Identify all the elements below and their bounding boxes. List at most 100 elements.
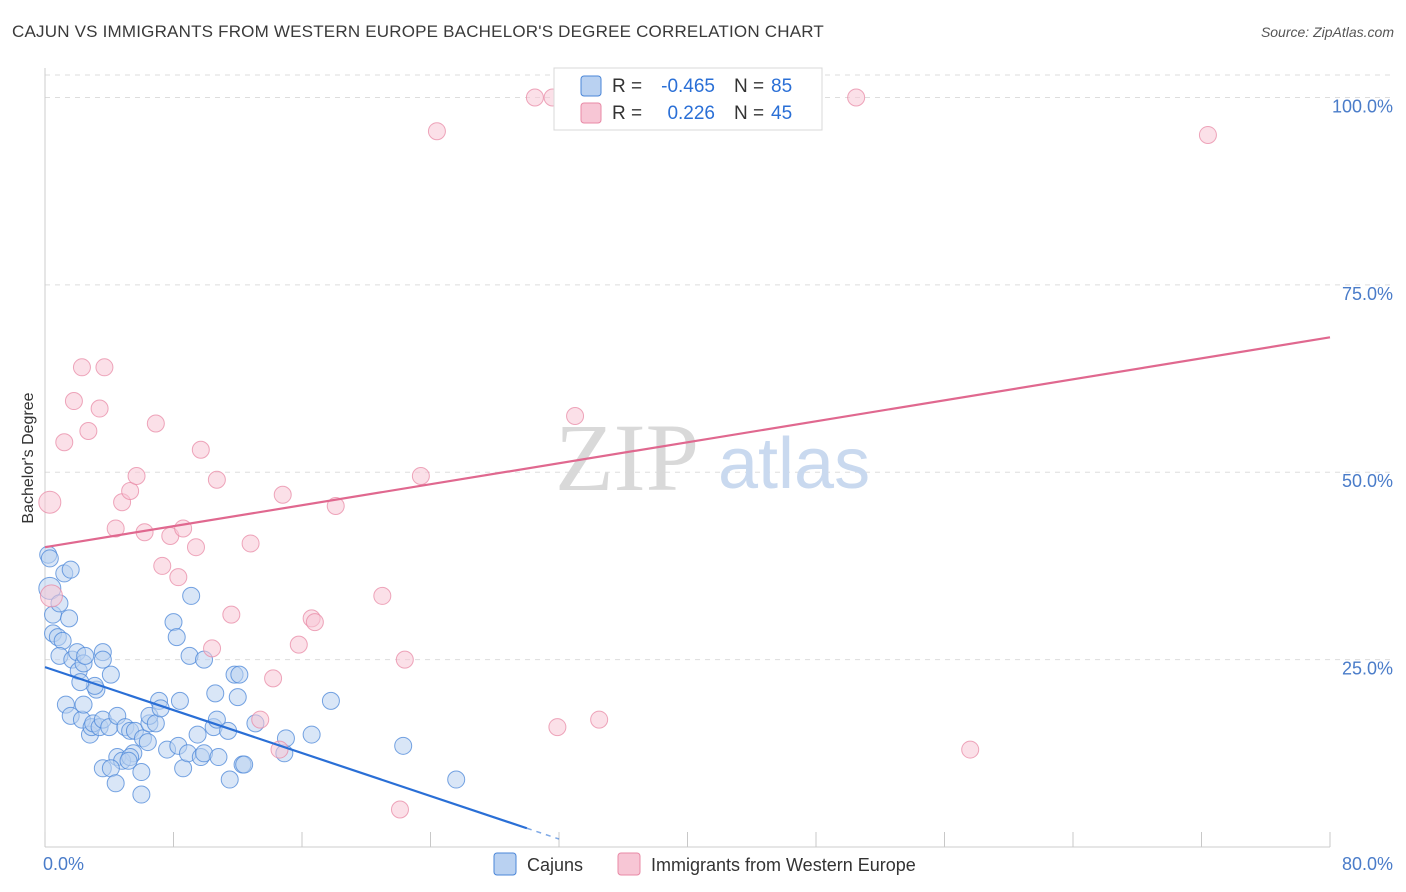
trend-line-cajuns-extension [526,827,560,840]
immigrant-point-35 [411,466,430,485]
cajun-point-64 [182,586,201,605]
stats-swatch-cajuns [580,75,602,97]
trend-lines [44,336,1331,840]
legend-label-cajuns: Cajuns [527,855,583,875]
y-tick-label-50: 50.0% [1342,471,1393,491]
trend-line-immigrants [44,336,1331,549]
chart-title: CAJUN VS IMMIGRANTS FROM WESTERN EUROPE … [12,22,824,41]
immigrant-point-25 [264,669,283,688]
legend-label-immigrants: Immigrants from Western Europe [651,855,916,875]
watermark-atlas: atlas [718,424,870,504]
stats-n-value-immigrants: 45 [771,103,792,124]
immigrant-point-32 [373,586,392,605]
immigrant-point-31 [326,496,345,515]
cajun-point-75 [235,755,254,774]
cajun-point-70 [220,770,239,789]
y-tick-label-75: 75.0% [1342,284,1393,304]
cajun-point-10 [60,609,79,628]
immigrant-point-33 [390,800,409,819]
y-axis-label: Bachelor's Degree [20,392,37,523]
immigrant-point-40 [566,407,585,426]
legend: Cajuns Immigrants from Western Europe [493,852,916,876]
cajun-point-66 [206,684,225,703]
axes [44,68,1331,848]
cajuns-points [38,545,466,804]
cajun-point-7 [61,560,80,579]
cajun-point-60 [164,613,183,632]
immigrant-point-26 [273,485,292,504]
immigrant-point-36 [427,122,446,141]
cajun-point-46 [138,733,157,752]
cajun-point-41 [106,774,125,793]
cajun-point-55 [174,759,193,778]
immigrant-point-44 [1198,125,1217,144]
cajun-point-83 [93,650,112,669]
cajun-point-57 [188,725,207,744]
immigrant-point-30 [305,613,324,632]
immigrant-point-0 [38,490,62,514]
cajun-point-61 [167,628,186,647]
cajun-point-49 [146,714,165,733]
immigrant-point-16 [169,568,188,587]
cajun-point-21 [74,695,93,714]
stats-r-value-cajuns: -0.465 [661,76,715,97]
immigrant-point-34 [395,650,414,669]
cajun-point-38 [119,751,138,770]
stats-r-label-immigrants: R = [612,103,642,124]
legend-swatch-cajuns [493,852,517,876]
stats-r-label-cajuns: R = [612,76,642,97]
cajun-point-54 [170,691,189,710]
cajun-point-9 [53,631,72,650]
immigrant-point-18 [186,538,205,557]
cajun-point-79 [302,725,321,744]
immigrant-point-8 [106,519,125,538]
cajun-point-40 [101,759,120,778]
immigrant-point-14 [153,556,172,575]
immigrant-point-24 [251,710,270,729]
cajun-point-80 [321,691,340,710]
immigrant-point-11 [127,466,146,485]
immigrant-point-21 [207,470,226,489]
immigrant-point-19 [191,440,210,459]
immigrant-point-27 [270,740,289,759]
cajun-point-68 [209,748,228,767]
y-tick-labels: 25.0% 50.0% 75.0% 100.0% [1332,96,1393,678]
immigrant-point-17 [174,519,193,538]
immigrant-point-3 [64,392,83,411]
y-tick-label-25: 25.0% [1342,659,1393,679]
x-tick-label-min: 0.0% [43,854,84,874]
cajun-point-81 [394,736,413,755]
immigrant-point-28 [289,635,308,654]
immigrant-point-37 [525,88,544,107]
immigrant-point-43 [961,740,980,759]
stats-n-label-immigrants: N = [734,103,764,124]
cajun-point-73 [230,665,249,684]
stats-n-value-cajuns: 85 [771,76,792,97]
stats-r-value-immigrants: 0.226 [667,103,715,124]
immigrant-point-23 [241,534,260,553]
source-credit: Source: ZipAtlas.com [1260,24,1394,40]
cajun-point-82 [447,770,466,789]
cajun-point-42 [132,763,151,782]
x-tick-label-max: 80.0% [1342,854,1393,874]
cajun-point-16 [76,646,95,665]
immigrant-point-10 [121,481,140,500]
immigrant-point-7 [95,358,114,377]
trend-line-cajuns [44,666,528,830]
immigrant-point-2 [55,433,74,452]
cajun-point-43 [132,785,151,804]
immigrant-point-22 [222,605,241,624]
cajun-point-30 [101,665,120,684]
cajun-point-72 [228,688,247,707]
immigrant-point-20 [203,639,222,658]
y-tick-label-100: 100.0% [1332,96,1393,116]
immigrant-point-4 [72,358,91,377]
immigrant-point-13 [146,414,165,433]
immigrant-point-39 [548,718,567,737]
stats-n-label-cajuns: N = [734,76,764,97]
cajun-point-1 [40,549,59,568]
stats-swatch-immigrants [580,102,602,124]
immigrant-point-41 [590,710,609,729]
legend-swatch-immigrants [617,852,641,876]
